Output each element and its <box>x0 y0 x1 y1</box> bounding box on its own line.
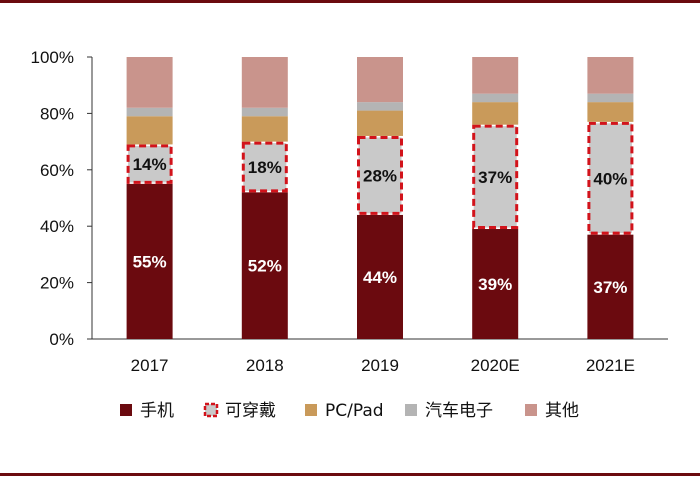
x-category-label: 2017 <box>131 356 169 375</box>
x-category-label: 2021E <box>586 356 635 375</box>
bar-data-label: 28% <box>363 166 397 185</box>
bar-segment <box>241 116 288 142</box>
bar-data-label: 44% <box>363 268 397 287</box>
x-category-label: 2018 <box>246 356 284 375</box>
bar-segment <box>126 144 173 184</box>
legend-swatch <box>525 404 537 416</box>
bar-segment <box>241 57 288 108</box>
bar-data-label: 52% <box>248 257 282 276</box>
bar-segment <box>126 183 173 339</box>
bar-data-label: 37% <box>478 168 512 187</box>
legend-label: PC/Pad <box>325 401 384 421</box>
y-tick-label: 100% <box>31 48 74 67</box>
bar-data-label: 18% <box>248 158 282 177</box>
bar-segment <box>587 102 634 122</box>
bar-segment <box>126 107 173 117</box>
y-axis-ticks: 0% 20% 40% 60% 80% 100% <box>31 48 92 349</box>
bar-data-label: 14% <box>133 155 167 174</box>
legend-label: 其他 <box>545 401 579 421</box>
y-tick-label: 20% <box>40 274 74 293</box>
bar-segment <box>587 234 634 339</box>
bar-data-label: 39% <box>478 275 512 294</box>
bar-segment <box>472 124 519 230</box>
y-tick-label: 80% <box>40 104 74 123</box>
bar-segment <box>241 141 288 193</box>
bar-segment <box>357 102 403 111</box>
x-category-label: 2020E <box>471 356 520 375</box>
bar-segment <box>587 93 634 103</box>
bar-segment <box>587 121 634 235</box>
bar-segment <box>357 214 403 339</box>
legend-swatch <box>305 404 317 416</box>
x-category-label: 2019 <box>361 356 399 375</box>
bar-segment <box>472 57 519 94</box>
bar-segment <box>357 110 403 136</box>
bars-group: 55% 14% 52% 18% 44% 28% 39% 37% 37% 40% <box>126 57 634 339</box>
y-tick-label: 0% <box>49 330 74 349</box>
bar-data-label: 55% <box>133 252 167 271</box>
y-tick-label: 60% <box>40 161 74 180</box>
bar-segment <box>126 57 173 108</box>
bar-data-label: 40% <box>593 169 627 188</box>
legend-label: 手机 <box>140 401 174 421</box>
bar-segment <box>126 116 173 145</box>
bar-segment <box>357 57 403 103</box>
legend-label: 可穿戴 <box>225 401 276 421</box>
bar-data-label: 37% <box>593 278 627 297</box>
bar-segment <box>357 135 403 215</box>
y-tick-label: 40% <box>40 217 74 236</box>
legend-swatch <box>203 402 219 418</box>
legend: 手机 可穿戴 PC/Pad 汽车电子 其他 <box>120 401 579 421</box>
bar-segment <box>241 107 288 117</box>
bar-segment <box>472 229 519 339</box>
bar-segment <box>587 57 634 94</box>
legend-swatch <box>120 404 132 416</box>
bar-segment <box>241 192 288 339</box>
legend-swatch <box>405 404 417 416</box>
bar-segment <box>472 102 519 125</box>
legend-label: 汽车电子 <box>425 401 493 421</box>
x-axis-labels: 2017 2018 2019 2020E 2021E <box>131 356 635 375</box>
bar-segment <box>472 93 519 103</box>
